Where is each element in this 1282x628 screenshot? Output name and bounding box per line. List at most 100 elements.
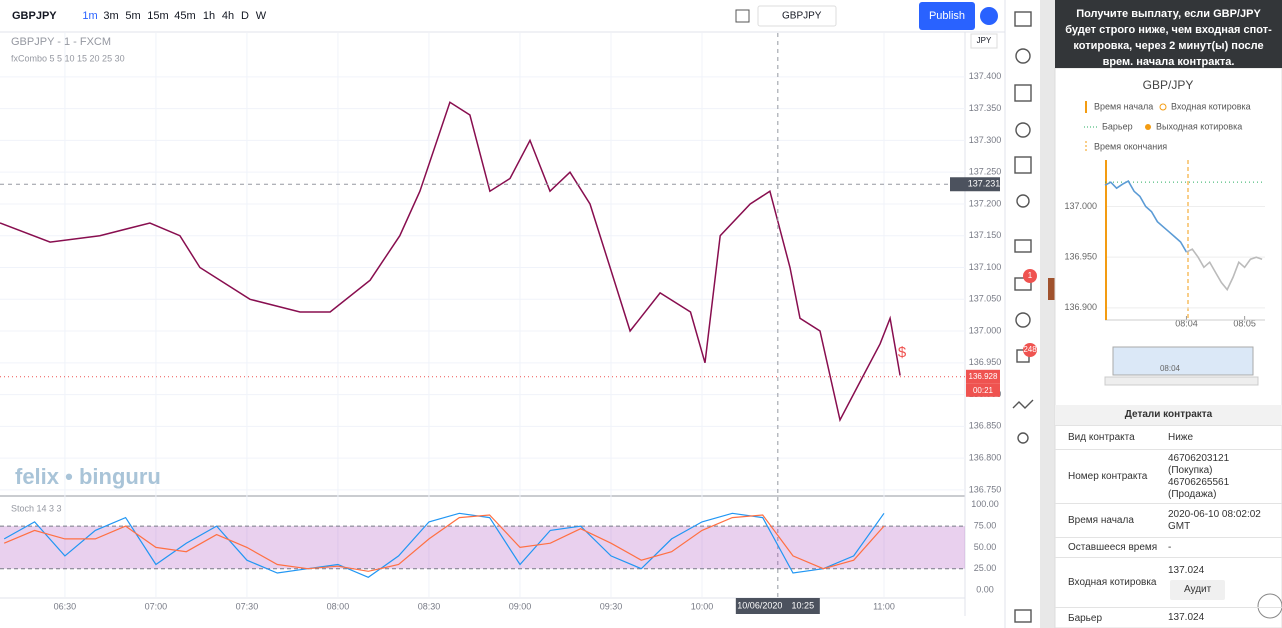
countdown: 00:21 [973,386,994,395]
interval-button[interactable]: 5m [125,10,140,22]
detail-label: Время начала [1068,515,1134,526]
dots-icon[interactable] [1017,432,1029,444]
y-tick-label: 137.250 [969,167,1002,177]
clock-icon[interactable] [1015,122,1031,138]
x-tick-label: 08:05 [1233,318,1256,328]
menu-icon[interactable] [1014,11,1032,27]
detail-row: Время начала 2020-06-10 08:02:02 GMT [1055,503,1282,537]
y-tick-label: 136.750 [969,484,1002,494]
y-tick-label: 50.00 [974,542,997,552]
detail-value-line: Ниже [1168,431,1194,443]
audit-button[interactable]: Аудит [1170,580,1226,600]
interval-button[interactable]: 45m [174,10,195,22]
detail-value-line: (Продажа) [1168,488,1217,500]
x-tick-label: 09:30 [600,601,623,611]
legend-label: Время начала [1094,101,1153,111]
stream-icon[interactable] [1015,312,1031,328]
calendar-icon[interactable] [1014,156,1032,174]
messages-icon[interactable] [1014,277,1032,291]
detail-row: Барьер 137.024 [1055,607,1282,628]
detail-value: 46706203121 (Покупка) 46706265561 (Продажа) [1168,453,1282,501]
legend-label: Входная котировка [1171,101,1251,111]
x-tick-label: 08:04 [1175,318,1198,328]
detail-row: Входная котировка 137.024 Аудит [1055,557,1282,607]
scroll-up[interactable] [1257,593,1282,619]
contract-details: Детали контракта Вид контракта Ниже Номер … [1055,405,1282,628]
mini-line [1104,180,1188,253]
countdown-box [966,383,1000,397]
interval-button[interactable]: D [241,10,249,22]
x-tick-label: 07:30 [236,601,259,611]
detail-value: Ниже [1168,432,1282,444]
detail-row: Оставшееся время - [1055,537,1282,557]
gap [1040,0,1055,628]
crosshair-price: 137.231 [968,179,1001,189]
y-tick-label: 136.800 [969,453,1002,463]
detail-value: 137.024 [1168,612,1282,624]
y-tick-label: 136.900 [1064,302,1097,312]
navigator-label: 08:04 [1160,364,1181,373]
last-price: 136.928 [969,372,998,381]
interval-button[interactable]: 1h [203,10,215,22]
legend-label: Время окончания [1094,141,1167,151]
detail-value-line: 137.024 [1168,612,1205,623]
compare-box[interactable] [757,5,837,27]
trend-icon[interactable] [1012,399,1034,409]
detail-label: Барьер [1068,612,1103,624]
y-tick-label: 137.000 [1064,201,1097,211]
legend-label: Барьер [1102,121,1133,131]
x-tick-label: 10:00 [691,601,714,611]
side-toolbar [1005,0,1040,628]
interval-button[interactable]: 4h [222,10,234,22]
currency: JPY [977,36,992,45]
detail-value-line: - [1168,541,1172,553]
y-tick-label: 137.050 [969,294,1002,304]
x-tick-label: 11:00 [873,601,895,611]
y-tick-label: 100.00 [971,499,999,509]
currency-box [970,33,998,49]
x-tick-label: 09:00 [509,601,532,611]
badge-count: 1 [1028,271,1033,280]
detail-label: Вид контракта [1068,432,1135,443]
navigator[interactable] [1112,346,1254,376]
x-tick-label: 08:30 [418,601,441,611]
stoch-line [3,514,885,572]
detail-value-line: 137.024 [1168,565,1205,576]
replay-button[interactable] [980,7,998,25]
interval-button[interactable]: 1m [82,10,97,22]
y-tick-label: 137.350 [969,103,1002,113]
gap-mark [1048,278,1055,300]
interval-button[interactable]: 15m [147,10,168,22]
crosshair-time-box [735,598,820,614]
compare-symbol: GBPJPY [782,11,822,22]
x-tick-label: 07:00 [145,601,168,611]
interval-button[interactable]: W [256,10,267,22]
list-icon[interactable] [1014,84,1032,102]
badge [1023,343,1037,357]
interval-button[interactable]: 3m [103,10,118,22]
detail-value-line: GMT [1168,520,1191,532]
last-price-box [966,369,1000,384]
publish-label: Publish [929,10,965,22]
y-tick-label: 137.200 [969,198,1002,208]
mini-title: GBP/JPY [1143,78,1194,92]
detail-label: Оставшееся время [1068,542,1158,553]
layout-button[interactable] [735,9,750,23]
stoch-title: Stoch 14 3 3 [11,503,62,513]
y-tick-label: 137.400 [969,71,1002,81]
publish-button[interactable] [919,2,975,30]
annotation: $ [898,344,907,361]
x-tick-label: 08:00 [327,601,350,611]
chat-icon[interactable] [1014,239,1032,253]
y-tick-label: 137.100 [969,262,1002,272]
detail-value: 137.024 Аудит [1168,565,1282,600]
navigator-scroll[interactable] [1104,376,1259,386]
details-title: Детали контракта [1055,405,1282,425]
crosshair-price-box [950,177,1000,192]
layers-icon[interactable] [1014,609,1032,623]
legend-icon [1145,124,1151,130]
alarm-icon[interactable] [1015,48,1031,64]
y-tick-label: 137.150 [969,230,1002,240]
idea-icon[interactable] [1016,194,1030,208]
